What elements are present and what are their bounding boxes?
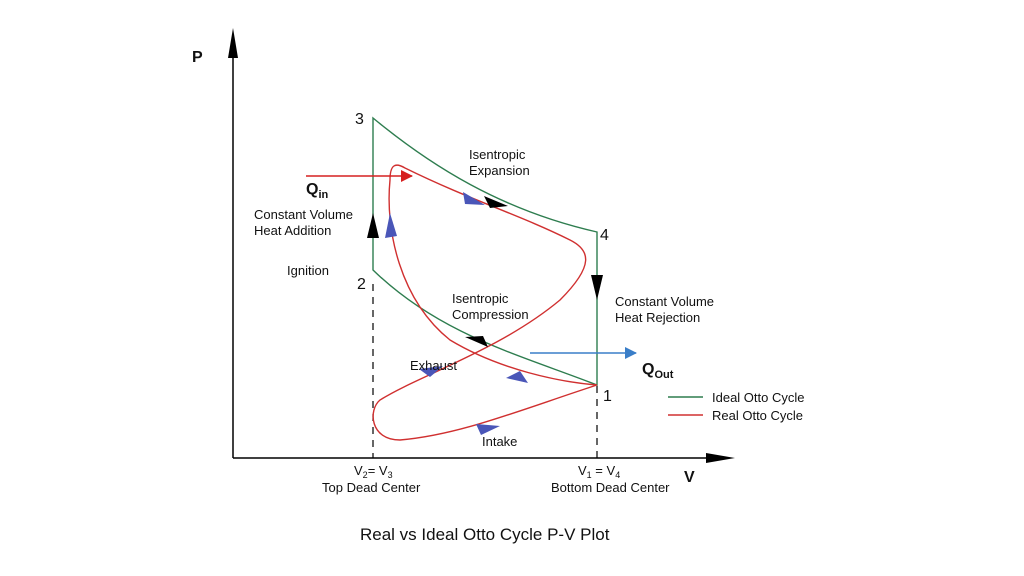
real-flow-arrow-icon: [506, 371, 528, 383]
arrow-up-icon: [367, 213, 379, 238]
x-axis-arrow-icon: [706, 453, 735, 463]
real-flow-arrow-icon: [419, 366, 443, 377]
compression-arrow-icon: [465, 336, 488, 347]
bottom-dead-center-label: Bottom Dead Center: [551, 480, 670, 495]
legend: Ideal Otto Cycle Real Otto Cycle: [668, 390, 805, 423]
tdc-volume-label: V2= V3: [354, 463, 393, 480]
ideal-otto-cycle-path: [372, 116, 598, 387]
expansion-arrow-icon: [484, 196, 508, 208]
isentropic-compression-label: Isentropic Compression: [452, 291, 529, 322]
x-axis-label: V: [684, 469, 695, 486]
figure-caption: Real vs Ideal Otto Cycle P-V Plot: [360, 525, 610, 544]
ignition-label: Ignition: [287, 263, 329, 278]
exhaust-label: Exhaust: [410, 358, 457, 373]
point-2-label: 2: [357, 276, 366, 293]
y-axis-label: P: [192, 49, 203, 66]
legend-ideal-label: Ideal Otto Cycle: [712, 390, 805, 405]
q-out-label: QOut: [642, 361, 674, 381]
y-axis-arrow-icon: [228, 28, 238, 58]
real-flow-arrow-icon: [463, 192, 485, 205]
intake-label: Intake: [482, 434, 517, 449]
arrow-down-icon: [591, 275, 603, 300]
real-flow-arrow-icon: [385, 213, 397, 238]
heat-rejection-label: Constant Volume Heat Rejection: [615, 294, 718, 325]
real-otto-cycle-path: [372, 164, 598, 441]
q-in-label: Qin: [306, 181, 329, 201]
isentropic-expansion-label: Isentropic Expansion: [469, 147, 530, 178]
heat-addition-label: Constant Volume Heat Addition: [254, 207, 357, 238]
point-1-label: 1: [603, 388, 612, 405]
bdc-volume-label: V1 = V4: [578, 463, 620, 480]
top-dead-center-label: Top Dead Center: [322, 480, 421, 495]
real-flow-arrow-icon: [476, 424, 500, 435]
legend-real-label: Real Otto Cycle: [712, 408, 803, 423]
point-3-label: 3: [355, 111, 364, 128]
point-4-label: 4: [600, 227, 609, 244]
